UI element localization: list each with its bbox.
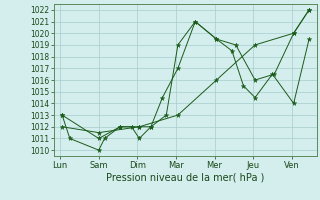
X-axis label: Pression niveau de la mer( hPa ): Pression niveau de la mer( hPa ) (107, 173, 265, 183)
